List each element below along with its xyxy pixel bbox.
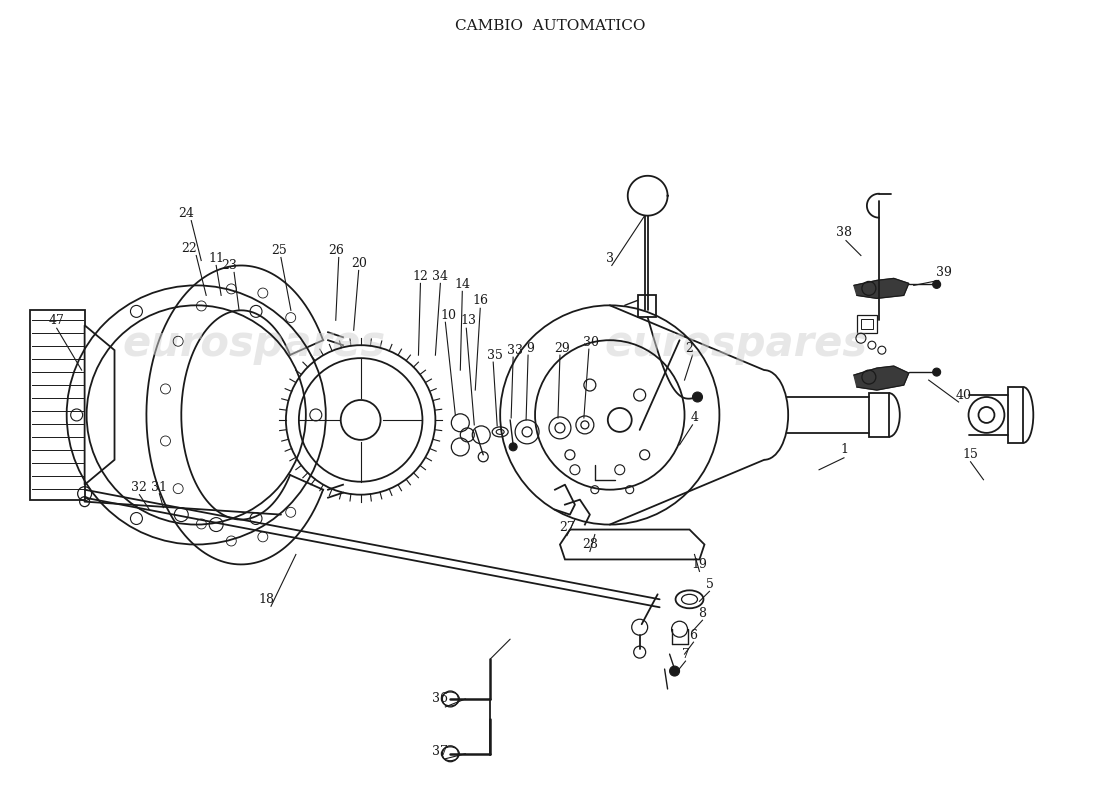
Polygon shape	[560, 530, 704, 559]
Text: 6: 6	[690, 629, 697, 642]
Text: 40: 40	[956, 389, 971, 402]
Text: 23: 23	[221, 259, 238, 272]
Text: 5: 5	[705, 578, 714, 591]
Text: 11: 11	[208, 252, 224, 265]
Text: 27: 27	[559, 521, 575, 534]
Text: 22: 22	[182, 242, 197, 255]
Text: 18: 18	[258, 593, 274, 606]
Text: 37: 37	[432, 746, 449, 758]
Ellipse shape	[441, 746, 460, 761]
Text: 15: 15	[962, 448, 979, 462]
Text: 2: 2	[685, 342, 693, 354]
Text: 28: 28	[582, 538, 597, 551]
Text: 10: 10	[440, 309, 456, 322]
Text: CAMBIO  AUTOMATICO: CAMBIO AUTOMATICO	[454, 19, 646, 34]
Circle shape	[933, 368, 940, 376]
Text: eurospares: eurospares	[122, 323, 386, 365]
Text: 9: 9	[526, 342, 534, 354]
Text: 19: 19	[692, 558, 707, 571]
Bar	[638, 295, 656, 318]
Bar	[30, 310, 85, 500]
Bar	[869, 393, 889, 437]
Text: 31: 31	[152, 481, 167, 494]
Polygon shape	[854, 366, 909, 390]
Text: 33: 33	[507, 344, 524, 357]
Bar	[1009, 387, 1023, 443]
Text: 13: 13	[460, 314, 476, 326]
Polygon shape	[854, 278, 909, 298]
Text: 8: 8	[698, 606, 706, 620]
Text: 20: 20	[351, 257, 366, 270]
Text: 7: 7	[682, 648, 690, 661]
Bar	[861, 319, 873, 330]
Text: 39: 39	[936, 266, 952, 279]
Polygon shape	[85, 326, 114, 485]
Text: 47: 47	[48, 314, 65, 326]
Text: 1: 1	[840, 443, 848, 456]
Text: 4: 4	[691, 411, 698, 425]
Text: 25: 25	[271, 244, 287, 257]
Ellipse shape	[492, 427, 508, 437]
Text: 26: 26	[328, 244, 343, 257]
Text: 32: 32	[132, 481, 147, 494]
Text: 16: 16	[472, 294, 488, 307]
Text: 14: 14	[454, 278, 471, 291]
Text: 30: 30	[583, 336, 598, 349]
Circle shape	[509, 443, 517, 451]
Circle shape	[933, 281, 940, 288]
Text: 38: 38	[836, 226, 852, 239]
Ellipse shape	[441, 692, 460, 706]
Circle shape	[670, 666, 680, 676]
Text: 24: 24	[178, 207, 195, 220]
Text: 34: 34	[432, 270, 449, 283]
Text: eurospares: eurospares	[605, 323, 868, 365]
Ellipse shape	[682, 594, 697, 604]
Text: 3: 3	[606, 252, 614, 265]
Ellipse shape	[496, 430, 504, 434]
Ellipse shape	[675, 590, 704, 608]
Text: 35: 35	[487, 349, 503, 362]
Bar	[857, 315, 877, 334]
Text: 12: 12	[412, 270, 428, 283]
Text: 29: 29	[554, 342, 570, 354]
Text: 36: 36	[432, 693, 449, 706]
Circle shape	[693, 392, 703, 402]
